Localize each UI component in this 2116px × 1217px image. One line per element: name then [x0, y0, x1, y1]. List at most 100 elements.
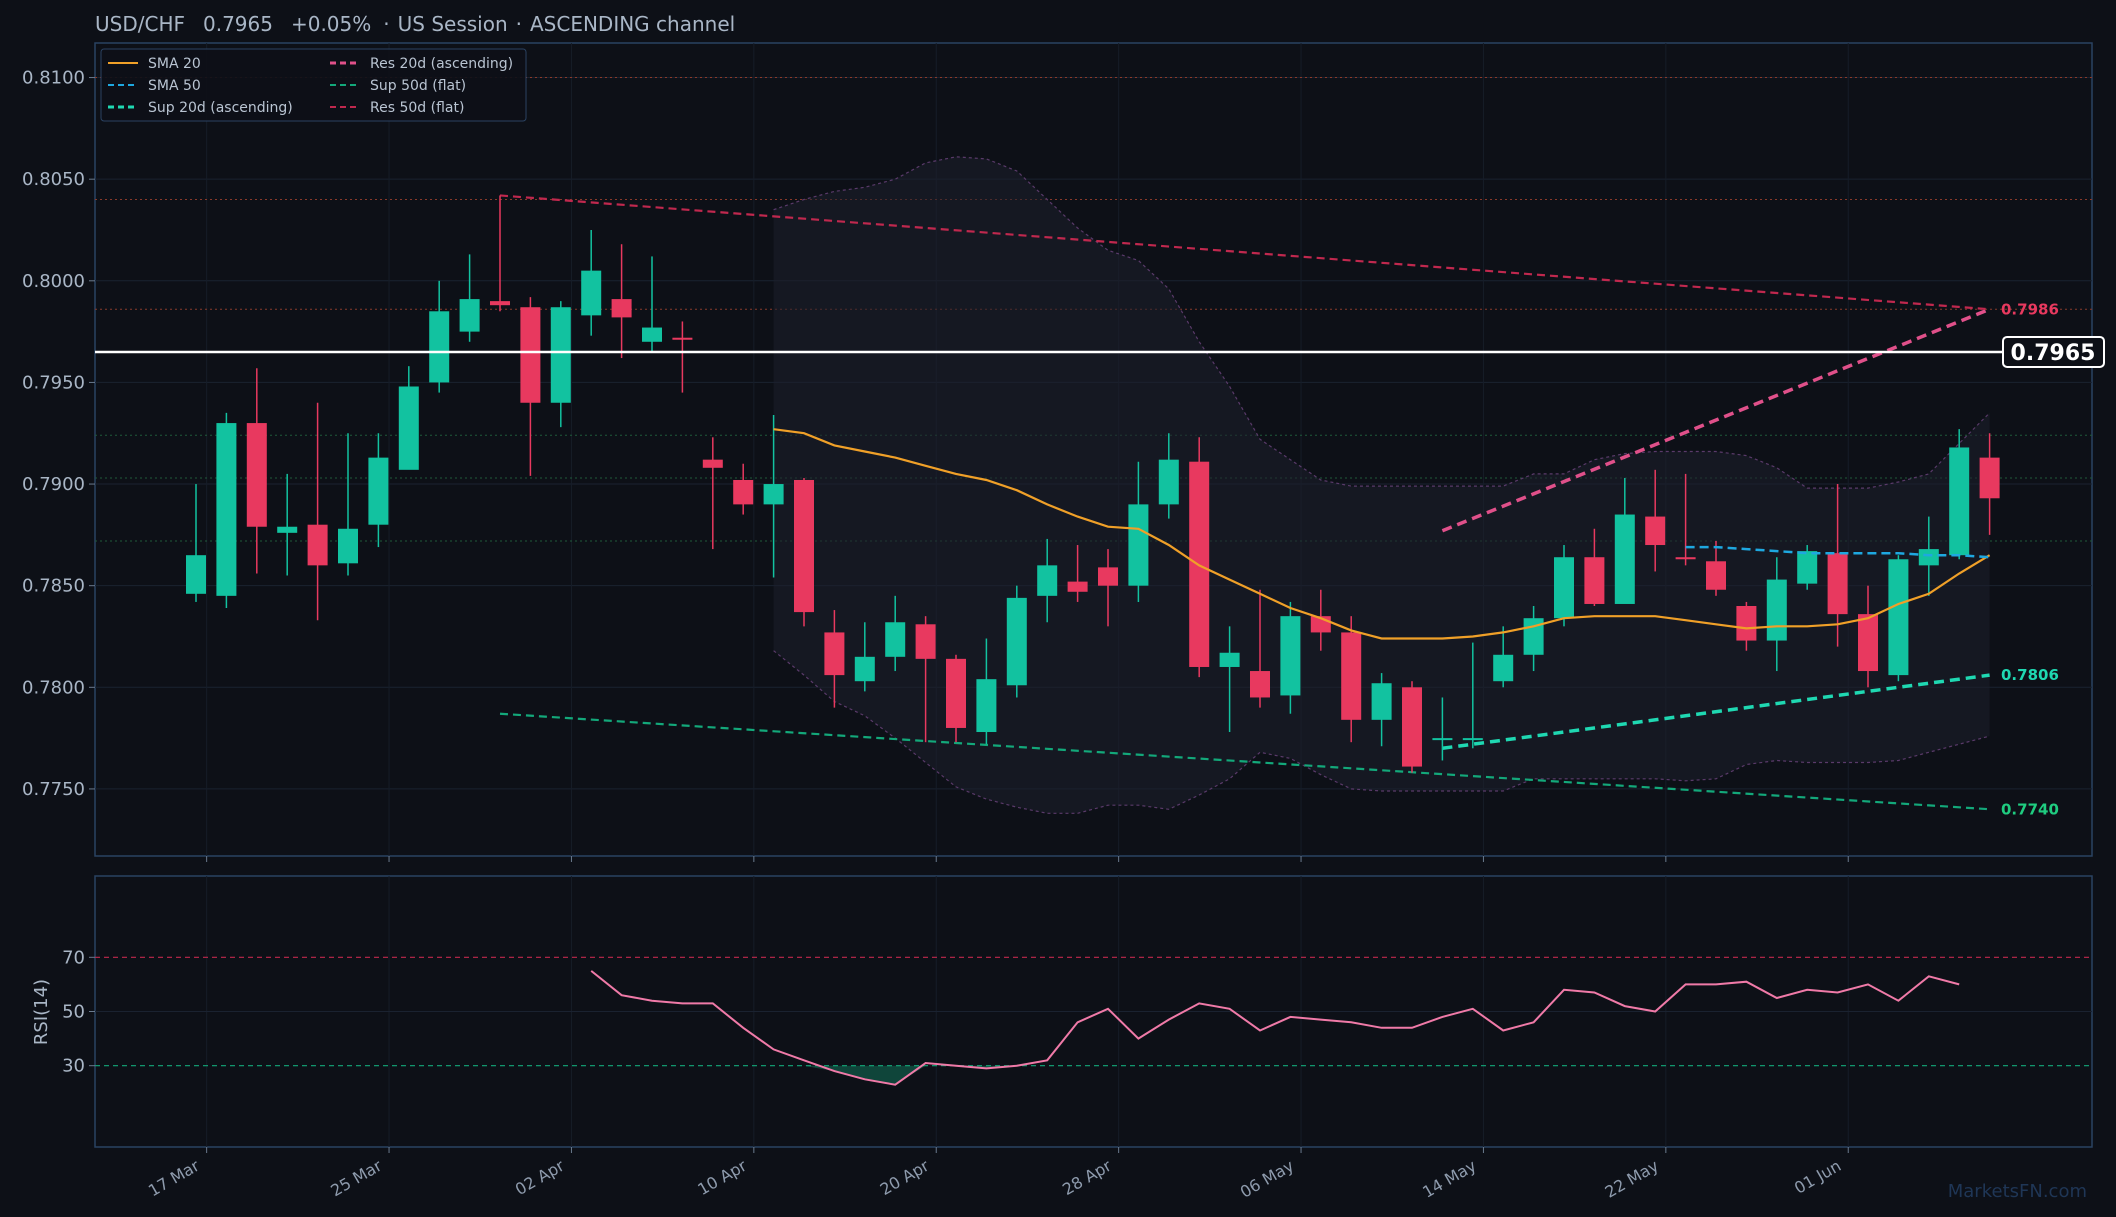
candle	[1250, 589, 1270, 708]
candle	[1675, 473, 1696, 566]
candle-body	[368, 457, 389, 525]
legend-label: Sup 50d (flat)	[370, 78, 466, 94]
trendline	[499, 712, 1990, 811]
candle	[794, 477, 814, 627]
candle-body	[277, 526, 298, 533]
candle-body	[581, 270, 602, 316]
chart-title: USD/CHF 0.7965 +0.05% · US Session · ASCENDING…	[95, 12, 735, 36]
candle	[246, 368, 267, 574]
y-tick-label: 0.7900	[22, 474, 85, 495]
candle	[1158, 433, 1179, 519]
trendline	[1442, 673, 1990, 751]
title-sep-2: ·	[516, 12, 522, 36]
candle	[1128, 461, 1149, 602]
x-tick-label: 14 May	[1419, 1156, 1479, 1202]
candle-body	[1949, 447, 1970, 556]
rsi-panel: 70 50 30 RSI(14)	[31, 875, 2093, 1148]
legend-box	[100, 48, 527, 122]
x-tick-label: 25 Mar	[327, 1156, 385, 1200]
level-label: 0.7740	[2001, 800, 2059, 818]
candle-body	[885, 622, 906, 657]
sma20-line	[773, 428, 1991, 640]
y-tick-label: 0.7850	[22, 576, 85, 597]
title-session: US Session	[398, 12, 508, 36]
candle-body	[429, 311, 450, 383]
y-tick-label: 0.7950	[22, 372, 85, 393]
candle	[1098, 549, 1118, 627]
candle	[1280, 601, 1301, 714]
candle-body	[642, 327, 662, 342]
candle-body	[1736, 606, 1757, 641]
candle-body	[1645, 516, 1666, 546]
candle	[1888, 555, 1909, 682]
candle-body	[1280, 616, 1301, 696]
candle-body	[1706, 561, 1726, 590]
candle-body	[1979, 457, 2000, 499]
candle-body	[1554, 557, 1574, 619]
trendlines	[499, 194, 1991, 811]
candle	[946, 654, 966, 743]
legend-label: SMA 50	[148, 78, 201, 94]
candle-body	[702, 459, 723, 468]
price-y-axis: 0.8100 0.8050 0.8000 0.7950 0.7900 0.7850 0.78…	[22, 68, 95, 800]
legend-item: Sup 20d (ascending)	[108, 100, 293, 116]
candle-body	[1371, 683, 1392, 720]
moving-averages	[773, 428, 1991, 640]
legend-item: SMA 50	[108, 78, 201, 94]
candle	[459, 254, 480, 342]
x-tick-label: 28 Apr	[1059, 1156, 1115, 1199]
rsi-series	[590, 970, 1960, 1086]
legend-item: Res 50d (flat)	[330, 100, 464, 116]
candle	[611, 244, 632, 359]
candle-body	[1128, 504, 1149, 586]
legend-label: SMA 20	[148, 56, 201, 72]
candle-body	[1584, 557, 1605, 604]
sma50-line	[1685, 545, 1990, 559]
candle-body	[1858, 614, 1878, 672]
candle	[1706, 540, 1726, 596]
candle	[1219, 626, 1240, 733]
candle	[1371, 673, 1392, 747]
rsi-line	[590, 970, 1960, 1086]
candle	[1006, 585, 1027, 698]
candle	[1797, 545, 1818, 590]
x-tick-label: 22 May	[1602, 1156, 1662, 1202]
x-tick-label: 01 Jun	[1791, 1156, 1844, 1198]
candle-body	[1341, 632, 1362, 720]
candle	[490, 195, 510, 312]
candle	[824, 610, 845, 708]
candle-body	[459, 299, 480, 332]
candle-body	[186, 555, 206, 594]
legend-label: Res 50d (flat)	[370, 100, 464, 116]
candle-body	[763, 484, 784, 505]
candle-body	[672, 337, 693, 340]
candle	[1037, 538, 1058, 623]
candle	[642, 256, 662, 352]
candle	[338, 433, 358, 576]
candle	[186, 484, 206, 602]
candle-body	[733, 479, 754, 505]
candle	[1493, 626, 1514, 688]
x-tick-label: 20 Apr	[877, 1156, 933, 1199]
candle	[1736, 601, 1757, 651]
bollinger-upper	[773, 156, 1991, 489]
candle	[398, 366, 419, 470]
rsi-y-tick-label: 30	[62, 1056, 85, 1077]
rsi-grid	[95, 876, 2092, 1147]
candle	[1584, 528, 1605, 607]
legend-item: Res 20d (ascending)	[330, 56, 513, 72]
candle-body	[1158, 459, 1179, 505]
candle-body	[550, 307, 571, 403]
bollinger-band	[773, 156, 1991, 814]
candle-body	[1402, 687, 1422, 767]
candle-body	[1766, 579, 1787, 641]
candle	[1979, 433, 2000, 535]
candle-body	[338, 528, 358, 564]
candle-body	[1250, 671, 1270, 698]
candle	[1067, 545, 1088, 602]
trendline	[499, 194, 1990, 311]
candle-body	[398, 386, 419, 470]
candle-body	[1493, 654, 1514, 682]
